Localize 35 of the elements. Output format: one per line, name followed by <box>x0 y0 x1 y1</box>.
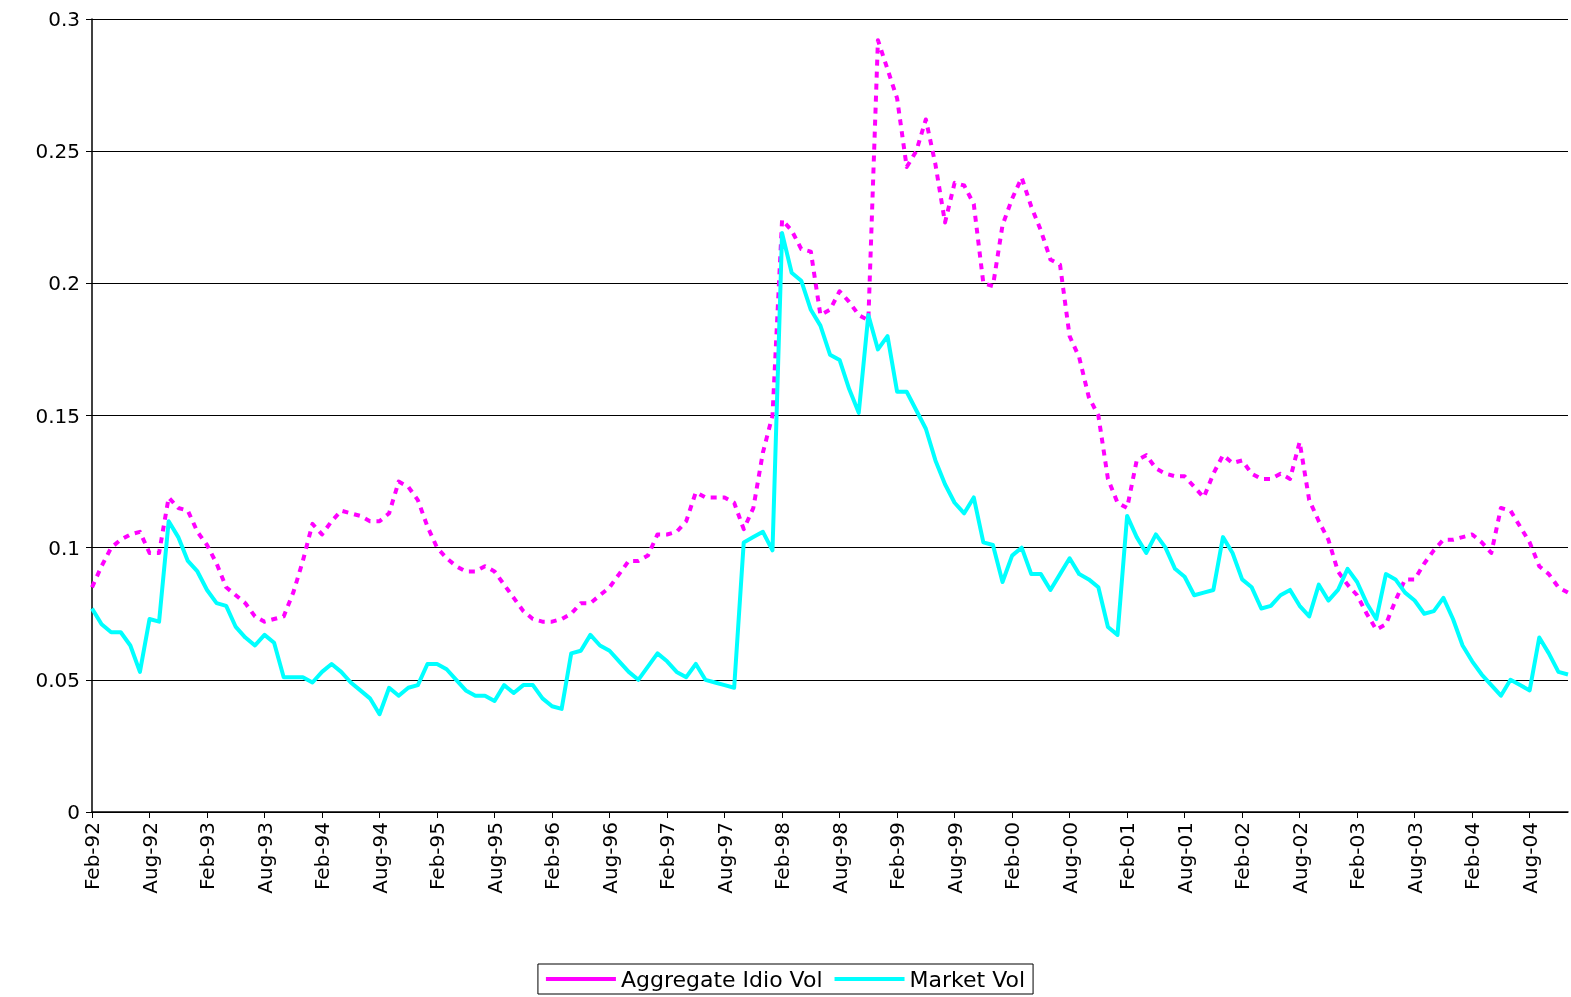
x-tick-label: Feb-93 <box>195 822 220 891</box>
x-tick-label: Feb-95 <box>425 822 450 891</box>
x-tick-label: Aug-94 <box>367 822 392 894</box>
x-tick-label: Aug-03 <box>1402 822 1427 894</box>
x-tick-label: Feb-97 <box>655 822 680 891</box>
x-tick-label: Aug-92 <box>137 822 162 894</box>
x-tick-label: Aug-95 <box>482 822 507 894</box>
y-tick-label: 0.25 <box>35 139 80 164</box>
x-tick-label: Feb-00 <box>1000 822 1025 891</box>
x-tick-label: Feb-03 <box>1345 822 1370 891</box>
x-tick-label: Feb-94 <box>310 822 335 891</box>
y-tick-label: 0 <box>67 800 80 824</box>
legend-label: Aggregate Idio Vol <box>620 966 823 992</box>
x-tick-label: Feb-99 <box>885 822 910 891</box>
x-tick-label: Aug-01 <box>1172 822 1197 894</box>
x-tick-label: Feb-02 <box>1230 822 1255 891</box>
y-tick-label: 0.3 <box>48 7 80 31</box>
x-tick-label: Feb-96 <box>540 822 565 891</box>
y-tick-label: 0.15 <box>35 403 80 428</box>
y-tick-label: 0.2 <box>48 271 80 296</box>
y-tick-label: 0.05 <box>35 667 80 692</box>
x-tick-label: Feb-04 <box>1460 822 1485 891</box>
x-tick-label: Feb-92 <box>80 822 104 891</box>
x-tick-label: Aug-00 <box>1057 822 1082 894</box>
x-tick-label: Aug-97 <box>712 822 737 894</box>
x-tick-label: Feb-98 <box>770 822 795 891</box>
y-tick-label: 0.1 <box>48 535 80 560</box>
x-tick-label: Aug-93 <box>252 822 277 894</box>
x-tick-label: Aug-02 <box>1287 822 1312 894</box>
x-tick-label: Aug-98 <box>827 822 852 894</box>
x-tick-label: Feb-01 <box>1115 822 1140 891</box>
legend-label: Market Vol <box>909 966 1026 992</box>
x-tick-label: Aug-99 <box>942 822 967 894</box>
x-tick-label: Aug-96 <box>597 822 622 894</box>
x-tick-label: Aug-04 <box>1517 822 1542 894</box>
